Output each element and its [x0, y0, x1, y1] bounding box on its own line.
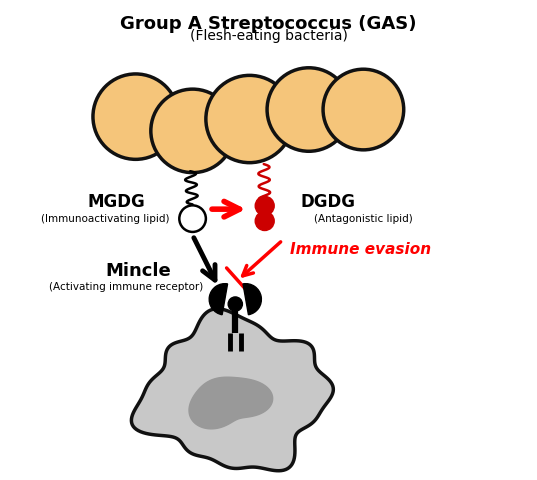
Wedge shape: [243, 284, 262, 315]
Text: Immune evasion: Immune evasion: [291, 242, 432, 257]
Text: DGDG: DGDG: [300, 193, 355, 211]
Circle shape: [179, 205, 206, 232]
Circle shape: [255, 196, 274, 216]
Circle shape: [267, 68, 351, 151]
Circle shape: [206, 75, 293, 163]
Circle shape: [255, 212, 274, 230]
Circle shape: [151, 89, 234, 173]
Wedge shape: [209, 284, 228, 315]
Text: (Immunoactivating lipid): (Immunoactivating lipid): [41, 214, 169, 224]
Polygon shape: [132, 309, 333, 471]
Text: Group A Streptococcus (GAS): Group A Streptococcus (GAS): [120, 14, 417, 33]
Text: (Activating immune receptor): (Activating immune receptor): [49, 282, 204, 292]
Circle shape: [228, 297, 242, 311]
Polygon shape: [189, 377, 273, 429]
Text: MGDG: MGDG: [88, 193, 146, 211]
Circle shape: [93, 74, 178, 159]
Text: (Flesh-eating bacteria): (Flesh-eating bacteria): [190, 29, 347, 43]
Text: Mincle: Mincle: [105, 262, 171, 280]
Circle shape: [323, 69, 404, 150]
Text: (Antagonistic lipid): (Antagonistic lipid): [314, 214, 413, 224]
